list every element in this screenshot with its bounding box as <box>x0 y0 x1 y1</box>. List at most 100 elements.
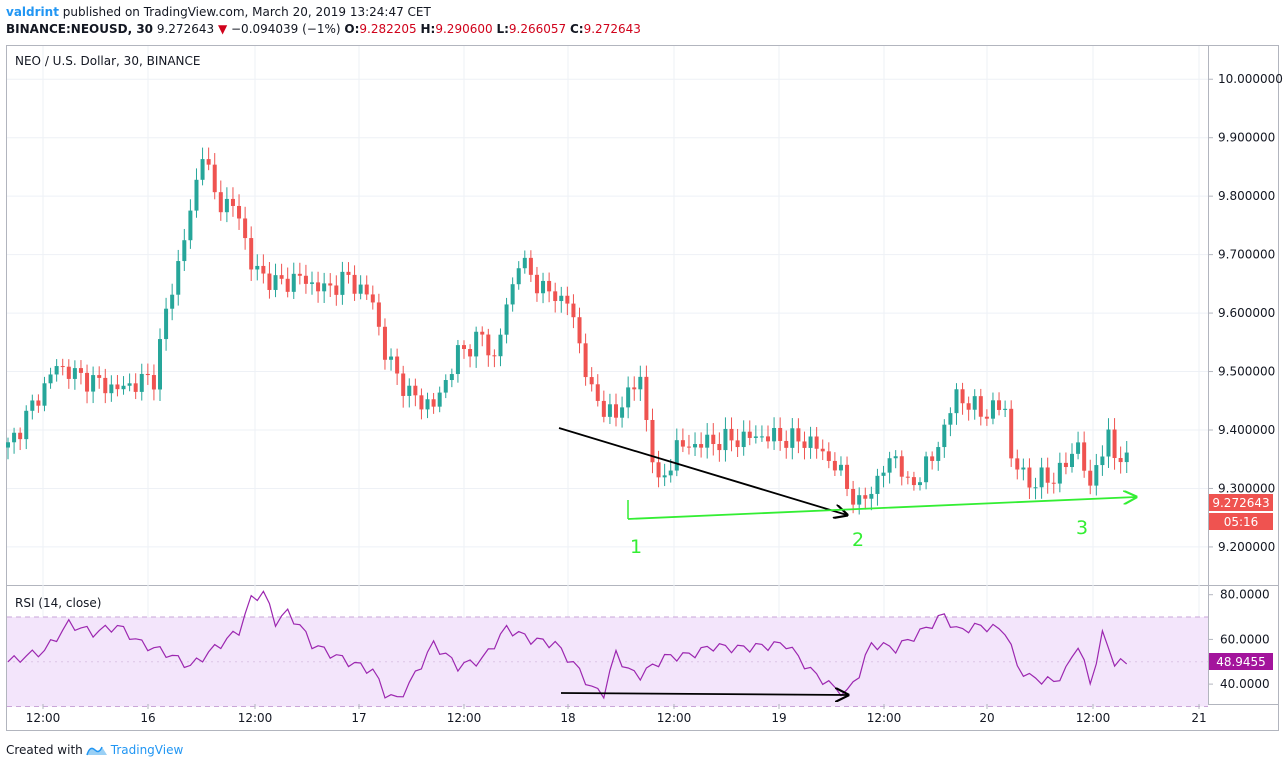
time-tick-label: 12:00 <box>447 711 482 725</box>
candle-body <box>437 392 442 407</box>
candle-body <box>948 413 953 425</box>
last-price: 9.272643 <box>156 22 215 36</box>
footer: Created with TradingView <box>6 743 183 757</box>
candle-body <box>924 456 929 483</box>
ohlc-line: BINANCE:NEOUSD, 30 9.272643 ▼ −0.094039 … <box>6 22 641 36</box>
candle-body <box>127 383 132 386</box>
price-tick-label: 9.800000 <box>1218 189 1275 203</box>
candle-body <box>784 440 789 448</box>
candle-body <box>1003 408 1008 410</box>
countdown-tag <box>1209 513 1273 530</box>
candle-body <box>91 375 96 392</box>
candle-body <box>194 179 199 211</box>
candle-body <box>680 440 685 447</box>
candle-body <box>735 440 740 448</box>
price-tick-label: 9.400000 <box>1218 423 1275 437</box>
candle-body <box>662 475 667 478</box>
candle-body <box>857 495 862 505</box>
candle-body <box>97 375 102 378</box>
candle-body <box>462 345 466 350</box>
candle-body <box>24 410 29 440</box>
candle-body <box>711 434 716 445</box>
candle-body <box>66 366 71 379</box>
candle-body <box>814 436 819 449</box>
candle-body <box>1100 456 1105 466</box>
candle-body <box>218 192 223 213</box>
price-tick-label: 9.900000 <box>1218 131 1275 145</box>
annotation-1: 1 <box>630 536 642 558</box>
publisher-username[interactable]: valdrint <box>6 5 59 19</box>
candle-body <box>1039 467 1044 488</box>
candle-body <box>863 495 868 499</box>
candle-body <box>115 384 120 390</box>
candle-body <box>778 427 783 441</box>
published-text: published on TradingView.com, March 20, … <box>62 5 431 19</box>
candle-body <box>443 380 448 393</box>
candle-body <box>358 284 363 294</box>
candle-body <box>693 444 698 448</box>
candle-body <box>328 283 333 286</box>
candle-body <box>170 294 175 309</box>
tradingview-logo-icon <box>86 746 107 756</box>
candle-body <box>990 400 995 419</box>
candle-body <box>638 376 643 390</box>
candle-body <box>42 383 47 406</box>
candle-body <box>699 444 704 448</box>
price-tick-label: 9.600000 <box>1218 306 1275 320</box>
candle-body <box>498 334 503 357</box>
candle-body <box>364 284 369 295</box>
candle-body <box>255 265 260 270</box>
candle-body <box>595 384 600 401</box>
time-tick-label: 17 <box>351 711 366 725</box>
candle-body <box>528 257 533 275</box>
candle-body <box>899 456 904 477</box>
time-tick-label: 12:00 <box>26 711 61 725</box>
candle-body <box>6 442 10 448</box>
tradingview-brand[interactable]: TradingView <box>110 743 184 757</box>
candle-body <box>261 265 266 274</box>
time-tick-label: 12:00 <box>238 711 273 725</box>
candle-body <box>212 164 217 193</box>
price-chart[interactable]: 9.200000 9.300000 9.400000 9.500000 9.600000… <box>0 0 1285 738</box>
candle-body <box>656 462 661 478</box>
candle-body <box>18 432 23 440</box>
annotation-2: 2 <box>852 529 864 551</box>
candle-body <box>759 436 764 438</box>
candle-body <box>382 326 387 360</box>
candle-body <box>954 389 959 414</box>
candle-body <box>121 385 126 390</box>
candle-body <box>887 458 892 473</box>
candle-body <box>601 400 606 417</box>
candle-body <box>109 384 114 394</box>
candle-body <box>455 345 460 375</box>
candle-body <box>930 456 935 461</box>
candle-body <box>1027 467 1032 488</box>
rsi-tick-label: 60.0000 <box>1220 632 1270 646</box>
candle-body <box>340 271 345 295</box>
last-price-tag <box>1209 494 1273 511</box>
open-label: O: <box>344 22 360 36</box>
price-change: −0.094039 (−1%) <box>231 22 341 36</box>
rsi-divergence-arrow <box>560 693 848 695</box>
close-label: C: <box>570 22 584 36</box>
candle-body <box>504 304 509 335</box>
candle-body <box>285 278 290 292</box>
candle-body <box>522 257 527 269</box>
candle-body <box>334 285 339 295</box>
candle-body <box>644 376 649 420</box>
candle-body <box>534 274 539 294</box>
candle-body <box>845 464 850 489</box>
candle-body <box>632 387 637 390</box>
time-tick-label: 19 <box>771 711 786 725</box>
rsi-value-tag-text: 48.9455 <box>1216 655 1266 669</box>
candle-body <box>1088 470 1093 486</box>
candle-body <box>796 428 801 442</box>
candle-body <box>626 387 631 408</box>
candle-body <box>224 198 229 213</box>
candle-body <box>303 275 308 284</box>
candle-body <box>176 261 181 295</box>
candle-body <box>1070 453 1074 468</box>
candle-body <box>583 343 588 378</box>
time-tick-label: 12:00 <box>1076 711 1111 725</box>
publisher-line: valdrint published on TradingView.com, M… <box>6 5 431 19</box>
